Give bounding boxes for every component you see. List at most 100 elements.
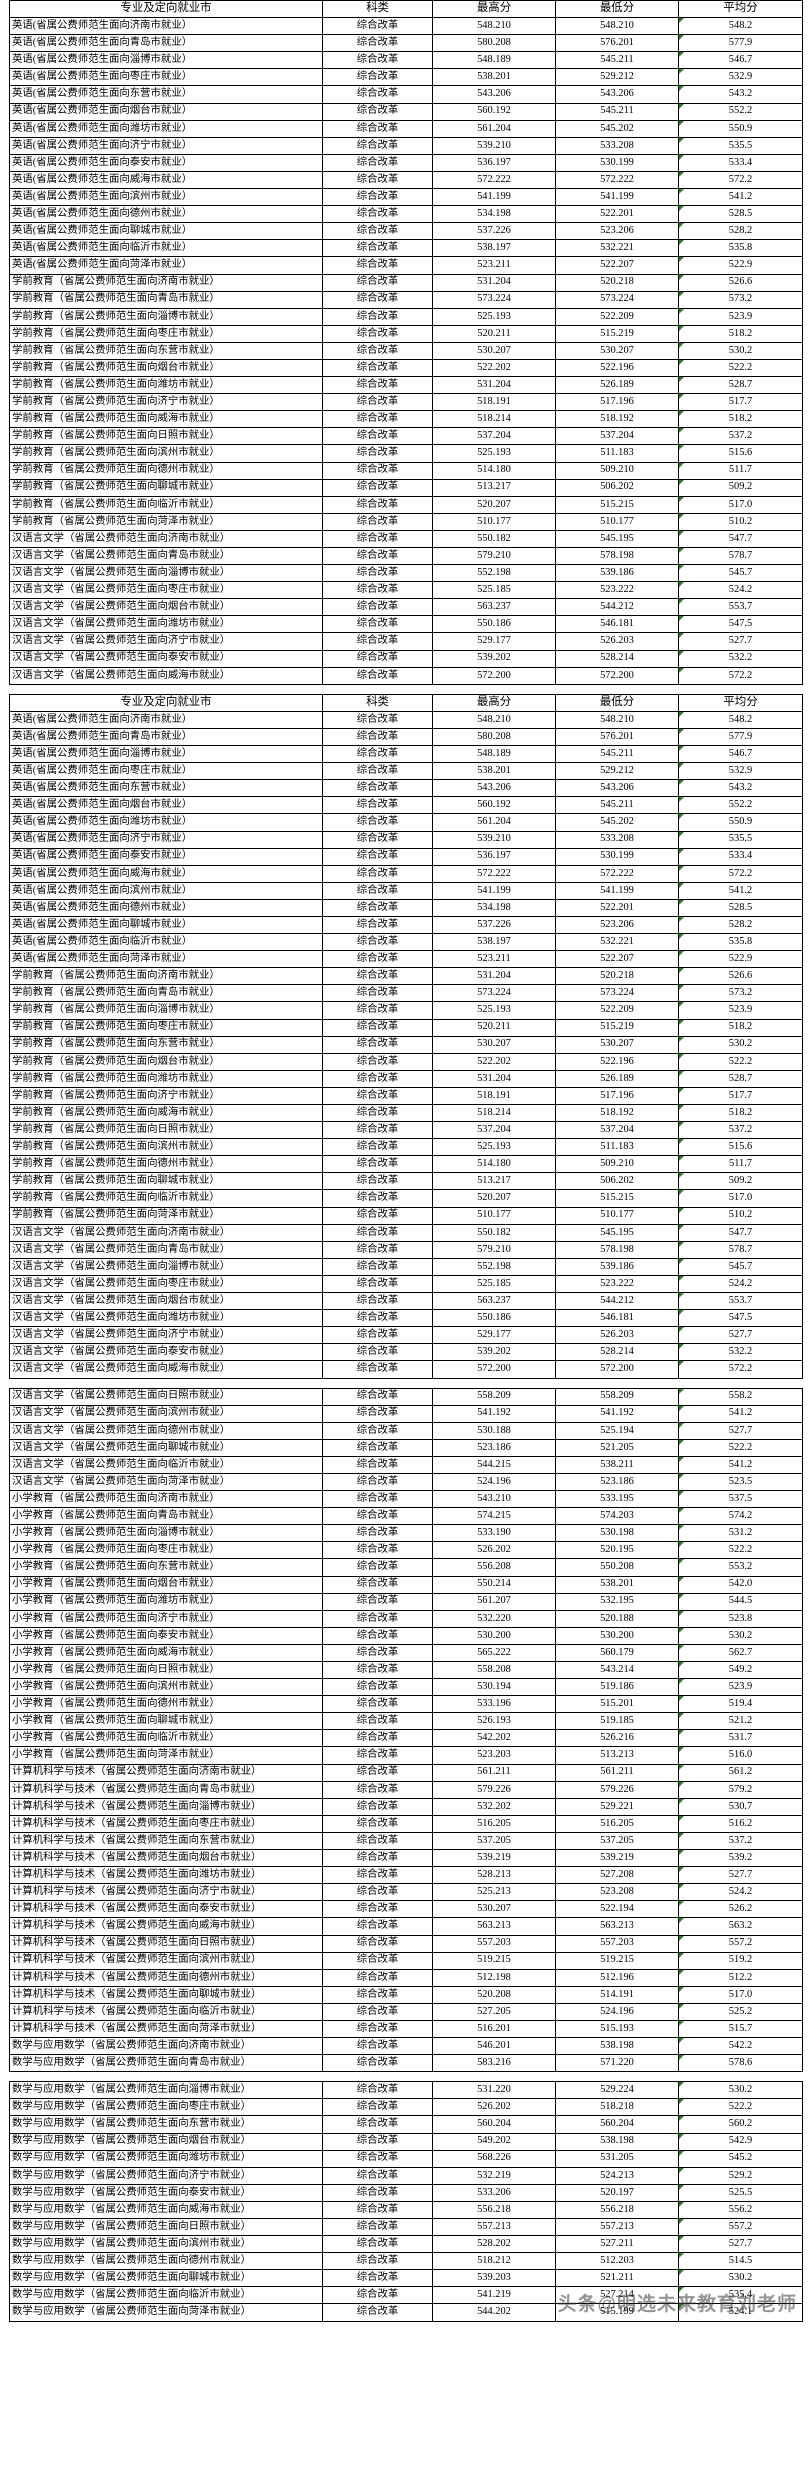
green-corner-marker-icon xyxy=(679,428,684,434)
cell-avg-score-text: 558.2 xyxy=(728,1390,753,1402)
table-row: 英语(省属公费师范生面向东营市就业） 综合改革 543.206 543.206 543.… xyxy=(9,85,803,104)
cell-avg-score: 518.2 xyxy=(678,1018,803,1037)
cell-min-score: 543.206 xyxy=(555,85,679,104)
table-row: 小学教育（省属公费师范生面向德州市就业） 综合改革 533.196 515.201 51… xyxy=(9,1695,803,1714)
green-corner-marker-icon xyxy=(679,2151,684,2156)
cell-major: 计算机科学与技术（省属公费师范生面向菏泽市就业） xyxy=(9,2019,323,2039)
cell-major: 英语(省属公费师范生面向枣庄市就业） xyxy=(9,762,323,781)
cell-category: 综合改革 xyxy=(322,1660,433,1680)
cell-major: 学前教育（省属公费师范生面向淄博市就业） xyxy=(9,1001,323,1020)
cell-major: 英语(省属公费师范生面向济宁市就业） xyxy=(9,830,323,849)
green-corner-marker-icon xyxy=(679,934,684,940)
cell-max-score: 568.226 xyxy=(432,2149,556,2168)
cell-major: 小学教育（省属公费师范生面向济宁市就业） xyxy=(9,1609,323,1628)
table-row: 数学与应用数学（省属公费师范生面向日照市就业） 综合改革 557.213 557.21… xyxy=(9,2217,803,2237)
table-row: 汉语言文学（省属公费师范生面向潍坊市就业） 综合改革 550.186 546.181 5… xyxy=(9,1309,803,1328)
table-row: 英语(省属公费师范生面向菏泽市就业） 综合改革 523.211 522.207 522.… xyxy=(9,256,803,275)
cell-category: 综合改革 xyxy=(322,2002,433,2021)
cell-category: 综合改革 xyxy=(322,1326,433,1345)
cell-major: 小学教育（省属公费师范生面向滨州市就业） xyxy=(9,1678,323,1697)
green-corner-marker-icon xyxy=(679,985,684,991)
cell-major: 英语(省属公费师范生面向泰安市就业） xyxy=(9,847,323,866)
cell-min-score: 515.219 xyxy=(555,324,679,343)
cell-min-score: 526.216 xyxy=(555,1729,679,1748)
cell-avg-score-text: 547.7 xyxy=(728,532,753,544)
cell-major: 汉语言文学（省属公费师范生面向济南市就业） xyxy=(9,1223,323,1242)
cell-category: 综合改革 xyxy=(322,1592,433,1611)
cell-category: 综合改革 xyxy=(322,615,433,634)
cell-max-score: 523.203 xyxy=(432,1746,556,1765)
cell-major: 学前教育（省属公费师范生面向菏泽市就业） xyxy=(9,512,323,531)
cell-avg-score: 553.7 xyxy=(678,598,803,617)
cell-min-score: 561.211 xyxy=(555,1763,679,1782)
cell-max-score: 537.205 xyxy=(432,1831,556,1851)
cell-major: 小学教育（省属公费师范生面向菏泽市就业） xyxy=(9,1746,323,1765)
cell-avg-score-text: 523.9 xyxy=(728,1004,753,1016)
table-row: 英语(省属公费师范生面向淄博市就业） 综合改革 548.189 545.211 546.… xyxy=(9,745,803,764)
cell-category: 综合改革 xyxy=(322,1223,433,1242)
cell-major: 汉语言文学（省属公费师范生面向济宁市就业） xyxy=(9,1326,323,1345)
cell-max-score: 543.210 xyxy=(432,1490,556,1509)
score-table: 专业及定向就业市 科类 最高分 最低分 平均分 英语(省属公费师范生面向济南市就业） 综合改… xyxy=(9,0,803,685)
cell-avg-score-text: 524.2 xyxy=(728,1277,753,1289)
cell-min-score: 543.206 xyxy=(555,779,679,798)
cell-category: 综合改革 xyxy=(322,1274,433,1294)
green-corner-marker-icon xyxy=(679,1559,684,1565)
table-row: 数学与应用数学（省属公费师范生面向临沂市就业） 综合改革 541.219 527.21… xyxy=(9,2286,803,2305)
cell-min-score: 545.195 xyxy=(555,529,679,549)
cell-min-score: 560.179 xyxy=(555,1643,679,1663)
table-row: 学前教育（省属公费师范生面向烟台市就业） 综合改革 522.202 522.196 52… xyxy=(9,1052,803,1071)
cell-avg-score: 547.7 xyxy=(678,1223,803,1242)
cell-avg-score: 527.7 xyxy=(678,1866,803,1885)
cell-category: 综合改革 xyxy=(322,598,433,617)
green-corner-marker-icon xyxy=(679,2082,684,2088)
cell-min-score: 511.183 xyxy=(555,444,679,463)
cell-max-score: 583.216 xyxy=(432,2054,556,2073)
cell-min-score: 538.201 xyxy=(555,1575,679,1594)
cell-major: 汉语言文学（省属公费师范生面向潍坊市就业） xyxy=(9,615,323,634)
cell-avg-score-text: 528.2 xyxy=(728,225,753,237)
green-corner-marker-icon xyxy=(679,1389,684,1394)
green-corner-marker-icon xyxy=(679,2304,684,2310)
cell-avg-score: 514.5 xyxy=(678,2252,803,2271)
column-header-major: 专业及定向就业市 xyxy=(9,0,323,19)
cell-category: 综合改革 xyxy=(322,1643,433,1663)
cell-category: 综合改革 xyxy=(322,358,433,378)
cell-major: 学前教育（省属公费师范生面向聊城市就业） xyxy=(9,478,323,497)
cell-avg-score-text: 530.7 xyxy=(728,1800,753,1812)
cell-min-score: 529.212 xyxy=(555,68,679,87)
cell-avg-score: 528.2 xyxy=(678,915,803,935)
table-row: 数学与应用数学（省属公费师范生面向菏泽市就业） 综合改革 544.202 515.19… xyxy=(9,2303,803,2322)
cell-max-score: 530.194 xyxy=(432,1678,556,1697)
cell-avg-score-text: 573.2 xyxy=(728,293,753,305)
cell-category: 综合改革 xyxy=(322,1155,433,1174)
table-row: 小学教育（省属公费师范生面向潍坊市就业） 综合改革 561.207 532.195 54… xyxy=(9,1592,803,1611)
cell-min-score: 558.209 xyxy=(555,1387,679,1406)
cell-major: 英语(省属公费师范生面向德州市就业） xyxy=(9,205,323,224)
green-corner-marker-icon xyxy=(679,1088,684,1093)
cell-major: 汉语言文学（省属公费师范生面向青岛市就业） xyxy=(9,1240,323,1259)
cell-major: 数学与应用数学（省属公费师范生面向临沂市就业） xyxy=(9,2286,323,2305)
table-row: 学前教育（省属公费师范生面向日照市就业） 综合改革 537.204 537.204 53… xyxy=(9,427,803,446)
cell-min-score: 556.218 xyxy=(555,2200,679,2220)
cell-major: 数学与应用数学（省属公费师范生面向淄博市就业） xyxy=(9,2081,323,2100)
cell-min-score: 513.213 xyxy=(555,1746,679,1765)
cell-major: 计算机科学与技术（省属公费师范生面向潍坊市就业） xyxy=(9,1866,323,1885)
green-corner-marker-icon xyxy=(679,1037,684,1042)
cell-max-score: 541.199 xyxy=(432,188,556,207)
cell-min-score: 539.219 xyxy=(555,1849,679,1868)
cell-avg-score: 561.2 xyxy=(678,1763,803,1782)
table-row: 计算机科学与技术（省属公费师范生面向枣庄市就业） 综合改革 516.205 516.2… xyxy=(9,1814,803,1833)
table-row: 英语(省属公费师范生面向青岛市就业） 综合改革 580.208 576.201 577.… xyxy=(9,727,803,747)
green-corner-marker-icon xyxy=(679,1208,684,1213)
table-row: 汉语言文学（省属公费师范生面向泰安市就业） 综合改革 539.202 528.214 5… xyxy=(9,1343,803,1362)
cell-category: 综合改革 xyxy=(322,581,433,600)
table-row: 小学教育（省属公费师范生面向临沂市就业） 综合改革 542.202 526.216 53… xyxy=(9,1729,803,1748)
cell-min-score: 526.203 xyxy=(555,632,679,651)
cell-avg-score-text: 577.9 xyxy=(728,730,753,742)
cell-category: 综合改革 xyxy=(322,153,433,172)
cell-max-score: 534.198 xyxy=(432,898,556,917)
cell-category: 综合改革 xyxy=(322,290,433,309)
cell-category: 综合改革 xyxy=(322,461,433,480)
cell-max-score: 580.208 xyxy=(432,34,556,53)
